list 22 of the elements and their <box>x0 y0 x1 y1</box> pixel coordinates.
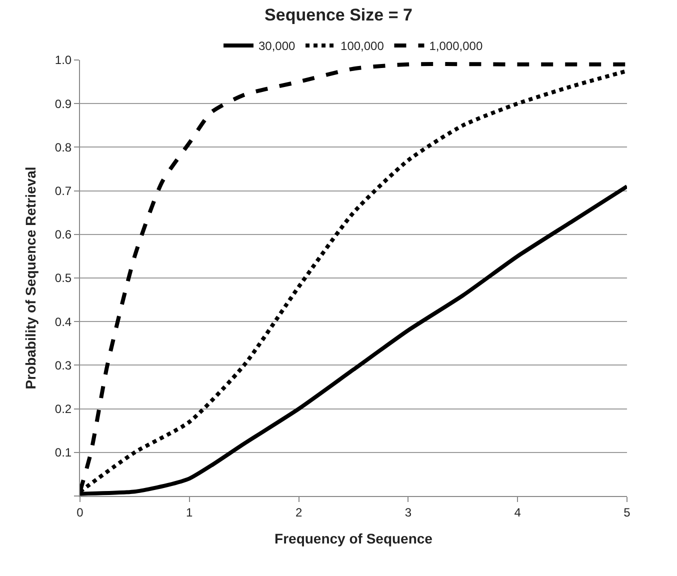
x-tick-label: 4 <box>514 505 522 520</box>
x-tick-label: 1 <box>186 505 194 520</box>
y-tick-label: 0.4 <box>54 314 72 329</box>
legend-label: 30,000 <box>258 39 296 54</box>
y-tick-label: 0.6 <box>54 228 72 242</box>
legend-label: 100,000 <box>340 39 384 54</box>
legend-label: 1,000,000 <box>429 39 483 54</box>
y-tick-label: 0.7 <box>54 184 72 198</box>
y-tick-label: 0.1 <box>54 446 72 460</box>
x-tick-label: 3 <box>404 505 412 520</box>
y-tick-label: 1.0 <box>54 53 72 68</box>
x-tick-label: 2 <box>295 505 302 520</box>
y-tick-label: 0.8 <box>54 140 72 154</box>
y-tick-label: 0.9 <box>54 96 72 111</box>
y-axis-title: Probability of Sequence Retrieval <box>22 166 39 390</box>
y-tick-label: 0.2 <box>54 402 72 416</box>
x-tick-label: 5 <box>624 505 631 520</box>
y-tick-label: 0.3 <box>54 358 72 372</box>
x-tick-label: 0 <box>76 505 84 520</box>
y-tick-label: 0.5 <box>54 271 72 286</box>
chart-title: Sequence Size = 7 <box>264 6 412 25</box>
x-axis-title: Frequency of Sequence <box>274 530 433 547</box>
